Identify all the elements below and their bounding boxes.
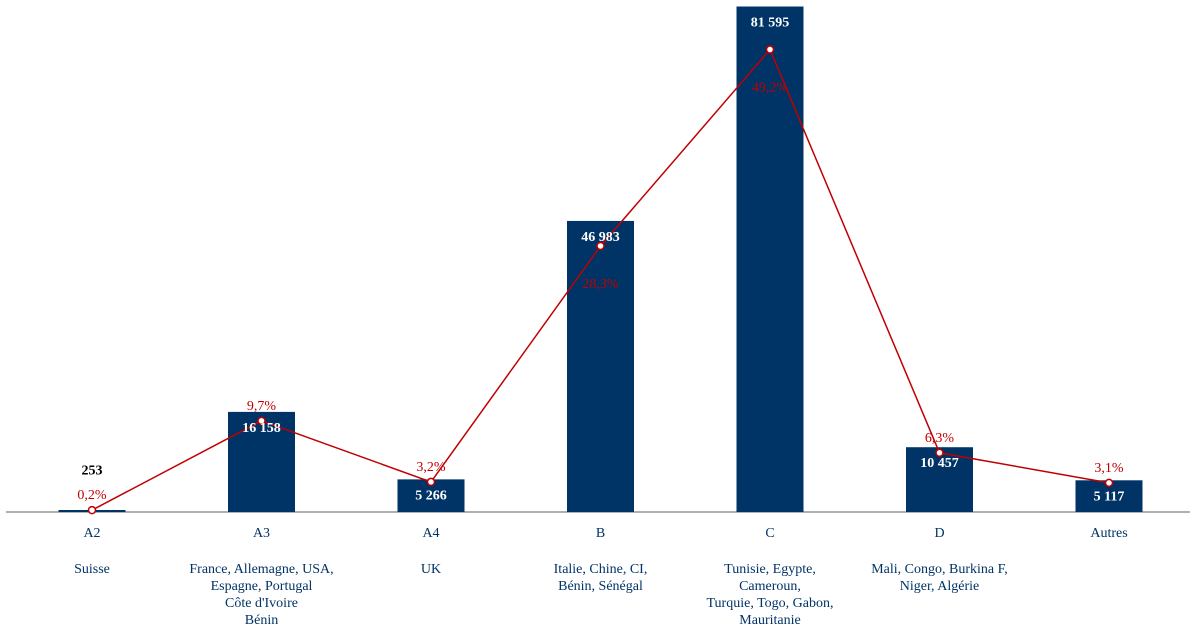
category-label: A3: [253, 526, 270, 541]
country-label: Mali, Congo, Burkina F,: [871, 562, 1008, 577]
percent-label: 6,3%: [925, 431, 955, 446]
country-label: UK: [421, 562, 441, 577]
country-label: Espagne, Portugal: [211, 579, 313, 594]
country-label: Suisse: [74, 562, 110, 577]
category-label: A2: [83, 526, 100, 541]
country-label: Côte d'Ivoire: [225, 596, 298, 611]
percent-label: 49,2%: [752, 81, 789, 96]
country-label: Turquie, Togo, Gabon,: [707, 596, 834, 611]
country-label: Tunisie, Egypte,: [724, 562, 816, 577]
percent-marker: [428, 478, 435, 485]
percent-marker: [767, 46, 774, 53]
bar-value-label: 253: [82, 463, 103, 478]
percent-marker: [89, 507, 96, 514]
percent-label: 28,3%: [582, 277, 619, 292]
category-label: A4: [422, 526, 439, 541]
percent-label: 0,2%: [77, 488, 107, 503]
percent-label: 9,7%: [247, 399, 277, 414]
country-label: Niger, Algérie: [900, 579, 980, 594]
percent-label: 3,1%: [1094, 461, 1124, 476]
country-label: Cameroun,: [739, 579, 801, 594]
bar-value-label: 5 117: [1094, 489, 1125, 504]
country-label: Bénin, Sénégal: [558, 579, 643, 594]
country-label: France, Allemagne, USA,: [189, 562, 333, 577]
bar-value-label: 46 983: [581, 230, 620, 245]
percent-marker: [1106, 479, 1113, 486]
category-label: Autres: [1090, 526, 1127, 541]
bar-value-label: 81 595: [751, 16, 790, 31]
category-label: C: [765, 526, 774, 541]
percent-label: 3,2%: [416, 460, 446, 475]
country-label: Bénin: [245, 613, 278, 628]
category-label: B: [596, 526, 605, 541]
bars-group: [59, 7, 1143, 512]
country-label: Italie, Chine, CI,: [554, 562, 648, 577]
bar-value-label: 5 266: [415, 488, 447, 503]
country-label: Mauritanie: [739, 613, 800, 628]
category-label: D: [934, 526, 944, 541]
bar-value-label: 16 158: [242, 421, 281, 436]
bar-b: [567, 221, 634, 512]
bar-value-label: 10 457: [920, 456, 959, 471]
